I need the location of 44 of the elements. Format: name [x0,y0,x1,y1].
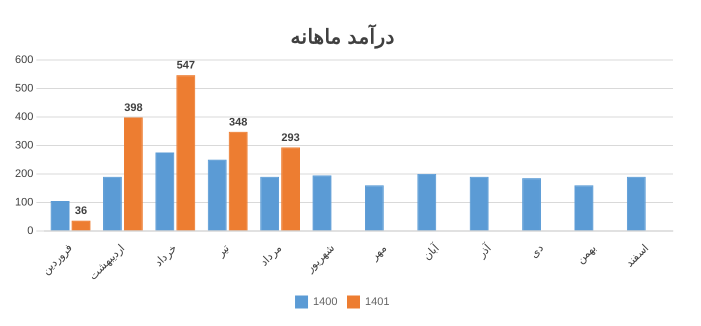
chart-title: درآمد ماهانه [290,24,394,50]
x-tick-label: دی [528,242,546,261]
x-tick-label: تیر [214,242,232,260]
data-label: 293 [281,132,300,144]
bar [574,185,594,230]
bar [281,147,300,230]
bar [522,178,541,230]
bar [50,200,70,230]
bar [364,185,384,230]
y-tick-label: 0 [27,224,34,237]
legend-label: 1401 [365,296,390,308]
data-label: 348 [229,116,248,128]
x-tick-label: مهر [368,242,390,264]
bar [124,118,143,230]
y-tick-label: 400 [14,110,34,123]
bar [208,160,227,230]
bar [228,132,248,230]
x-tick-label: مرداد [258,242,284,268]
bar [72,220,90,230]
x-tick-label: فروردین [40,242,75,277]
x-tick-label: خرداد [152,242,180,270]
legend-label: 1400 [313,296,338,308]
data-label: 36 [74,205,88,218]
bar [155,152,174,230]
x-tick-label: اردیبهشت [86,242,128,283]
x-tick-label: اسفند [623,242,652,270]
bar [176,75,196,230]
bar [417,174,436,230]
data-label: 547 [176,60,195,72]
bar [260,176,280,230]
y-tick-label: 300 [14,139,34,152]
data-label: 398 [124,102,143,114]
x-tick-label: آبان [420,240,442,263]
y-tick-label: 100 [14,196,34,208]
x-tick-label: آذر [474,240,495,261]
bar [103,176,122,230]
y-tick-label: 200 [14,168,34,180]
x-tick-label: شهریور [304,242,337,276]
y-tick-label: 500 [14,82,34,95]
bar [626,176,646,230]
bar [470,176,489,230]
y-tick-label: 600 [14,54,34,66]
x-tick-label: بهمن [574,242,599,266]
bar [312,175,332,230]
